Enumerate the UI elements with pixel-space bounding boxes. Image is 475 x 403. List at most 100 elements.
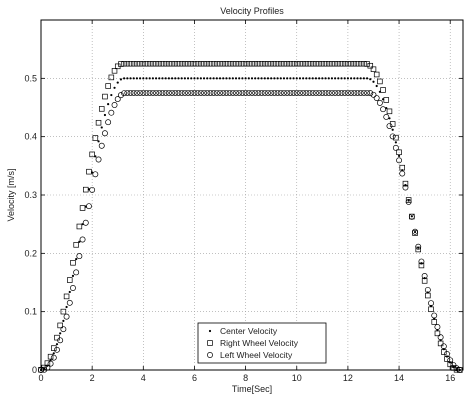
data-point-dot [327, 77, 330, 80]
data-point-dot [135, 77, 139, 80]
data-point-circle [354, 89, 361, 96]
data-point-square [341, 60, 348, 67]
data-point-square [214, 60, 220, 67]
data-point-dot [305, 77, 308, 80]
data-point-square [278, 60, 284, 67]
data-point-dot [119, 78, 123, 81]
data-point-circle [114, 96, 121, 103]
data-point-dot [238, 77, 241, 80]
data-point-circle [92, 171, 99, 178]
data-point-square [178, 60, 185, 67]
data-point-dot [55, 343, 59, 346]
data-point-circle [348, 89, 355, 96]
data-point-dot [381, 98, 385, 101]
y-tick-label: 0.2 [24, 248, 37, 258]
data-point-circle [271, 89, 278, 96]
legend-marker-dot [208, 329, 212, 333]
data-point-square [201, 60, 207, 67]
data-point-square [47, 353, 54, 360]
data-point-dot [420, 262, 423, 265]
data-point-circle [376, 99, 383, 106]
data-point-square [172, 60, 179, 67]
data-point-circle [255, 89, 262, 96]
data-point-circle [300, 89, 307, 96]
data-point-square [191, 60, 198, 67]
data-point-circle [274, 89, 281, 96]
data-point-circle [236, 89, 243, 96]
data-point-dot [298, 77, 302, 80]
data-point-circle [220, 89, 227, 96]
data-point-dot [394, 141, 397, 144]
data-point-dot [359, 77, 362, 80]
data-point-circle [207, 89, 214, 96]
x-tick-label: 12 [343, 373, 353, 383]
data-point-circle [130, 89, 137, 96]
data-point-square [137, 60, 143, 67]
data-point-square [319, 60, 326, 67]
data-point-dot [68, 290, 71, 294]
data-point-circle [213, 89, 220, 96]
data-point-circle [217, 89, 223, 96]
data-point-dot [449, 361, 452, 364]
data-point-square [383, 97, 390, 103]
data-point-square [63, 293, 70, 300]
data-point-circle [380, 106, 387, 113]
data-point-square [284, 60, 290, 67]
data-point-square [95, 119, 102, 126]
data-point-dot [286, 77, 289, 80]
data-point-dot [330, 77, 334, 80]
data-point-square [262, 60, 268, 67]
series-dot [39, 77, 461, 372]
data-point-circle [156, 89, 163, 96]
data-point-circle [325, 89, 332, 96]
legend-marker-square [207, 340, 213, 346]
data-point-dot [410, 215, 413, 218]
data-point-square [393, 134, 399, 141]
data-point-square [67, 277, 73, 283]
data-point-dot [46, 364, 49, 367]
data-point-square [207, 60, 214, 67]
data-point-square [102, 93, 108, 100]
data-point-dot [417, 246, 420, 249]
data-point-square [287, 60, 294, 67]
data-point-dot [337, 77, 340, 80]
data-point-square [297, 60, 303, 67]
data-point-dot [391, 128, 394, 131]
legend: Center Velocity Right Wheel Velocity Left … [197, 322, 327, 364]
data-point-square [210, 60, 217, 67]
legend-label: Left Wheel Velocity [220, 350, 293, 360]
data-point-dot [78, 240, 81, 243]
data-point-circle [226, 89, 233, 96]
data-point-circle [252, 89, 259, 96]
data-point-circle [399, 170, 406, 177]
data-point-dot [154, 77, 158, 80]
x-tick-label: 16 [445, 373, 455, 383]
data-point-circle [261, 89, 268, 96]
data-point-circle [143, 89, 150, 96]
data-point-circle [181, 89, 188, 96]
data-point-square [329, 60, 335, 67]
data-point-circle [66, 299, 73, 306]
data-point-dot [439, 339, 442, 342]
data-point-square [425, 292, 431, 299]
legend-items: Center Velocity Right Wheel Velocity Left … [207, 326, 299, 360]
data-point-circle [370, 91, 377, 98]
data-point-circle [137, 89, 144, 96]
x-tick-label: 4 [141, 373, 146, 383]
data-point-dot [148, 77, 151, 80]
data-point-dot [234, 77, 238, 80]
data-point-dot [289, 77, 292, 80]
data-point-square [76, 223, 83, 230]
data-point-dot [401, 169, 404, 172]
data-point-square [169, 60, 175, 67]
data-point-dot [365, 77, 369, 80]
data-point-circle [95, 156, 102, 163]
data-point-circle [383, 114, 390, 120]
data-point-square [230, 60, 236, 67]
data-point-square [111, 68, 118, 74]
data-point-circle [210, 89, 217, 96]
data-point-dot [452, 365, 455, 368]
data-point-square [79, 205, 86, 211]
data-point-circle [344, 89, 351, 96]
data-point-square [437, 340, 444, 347]
